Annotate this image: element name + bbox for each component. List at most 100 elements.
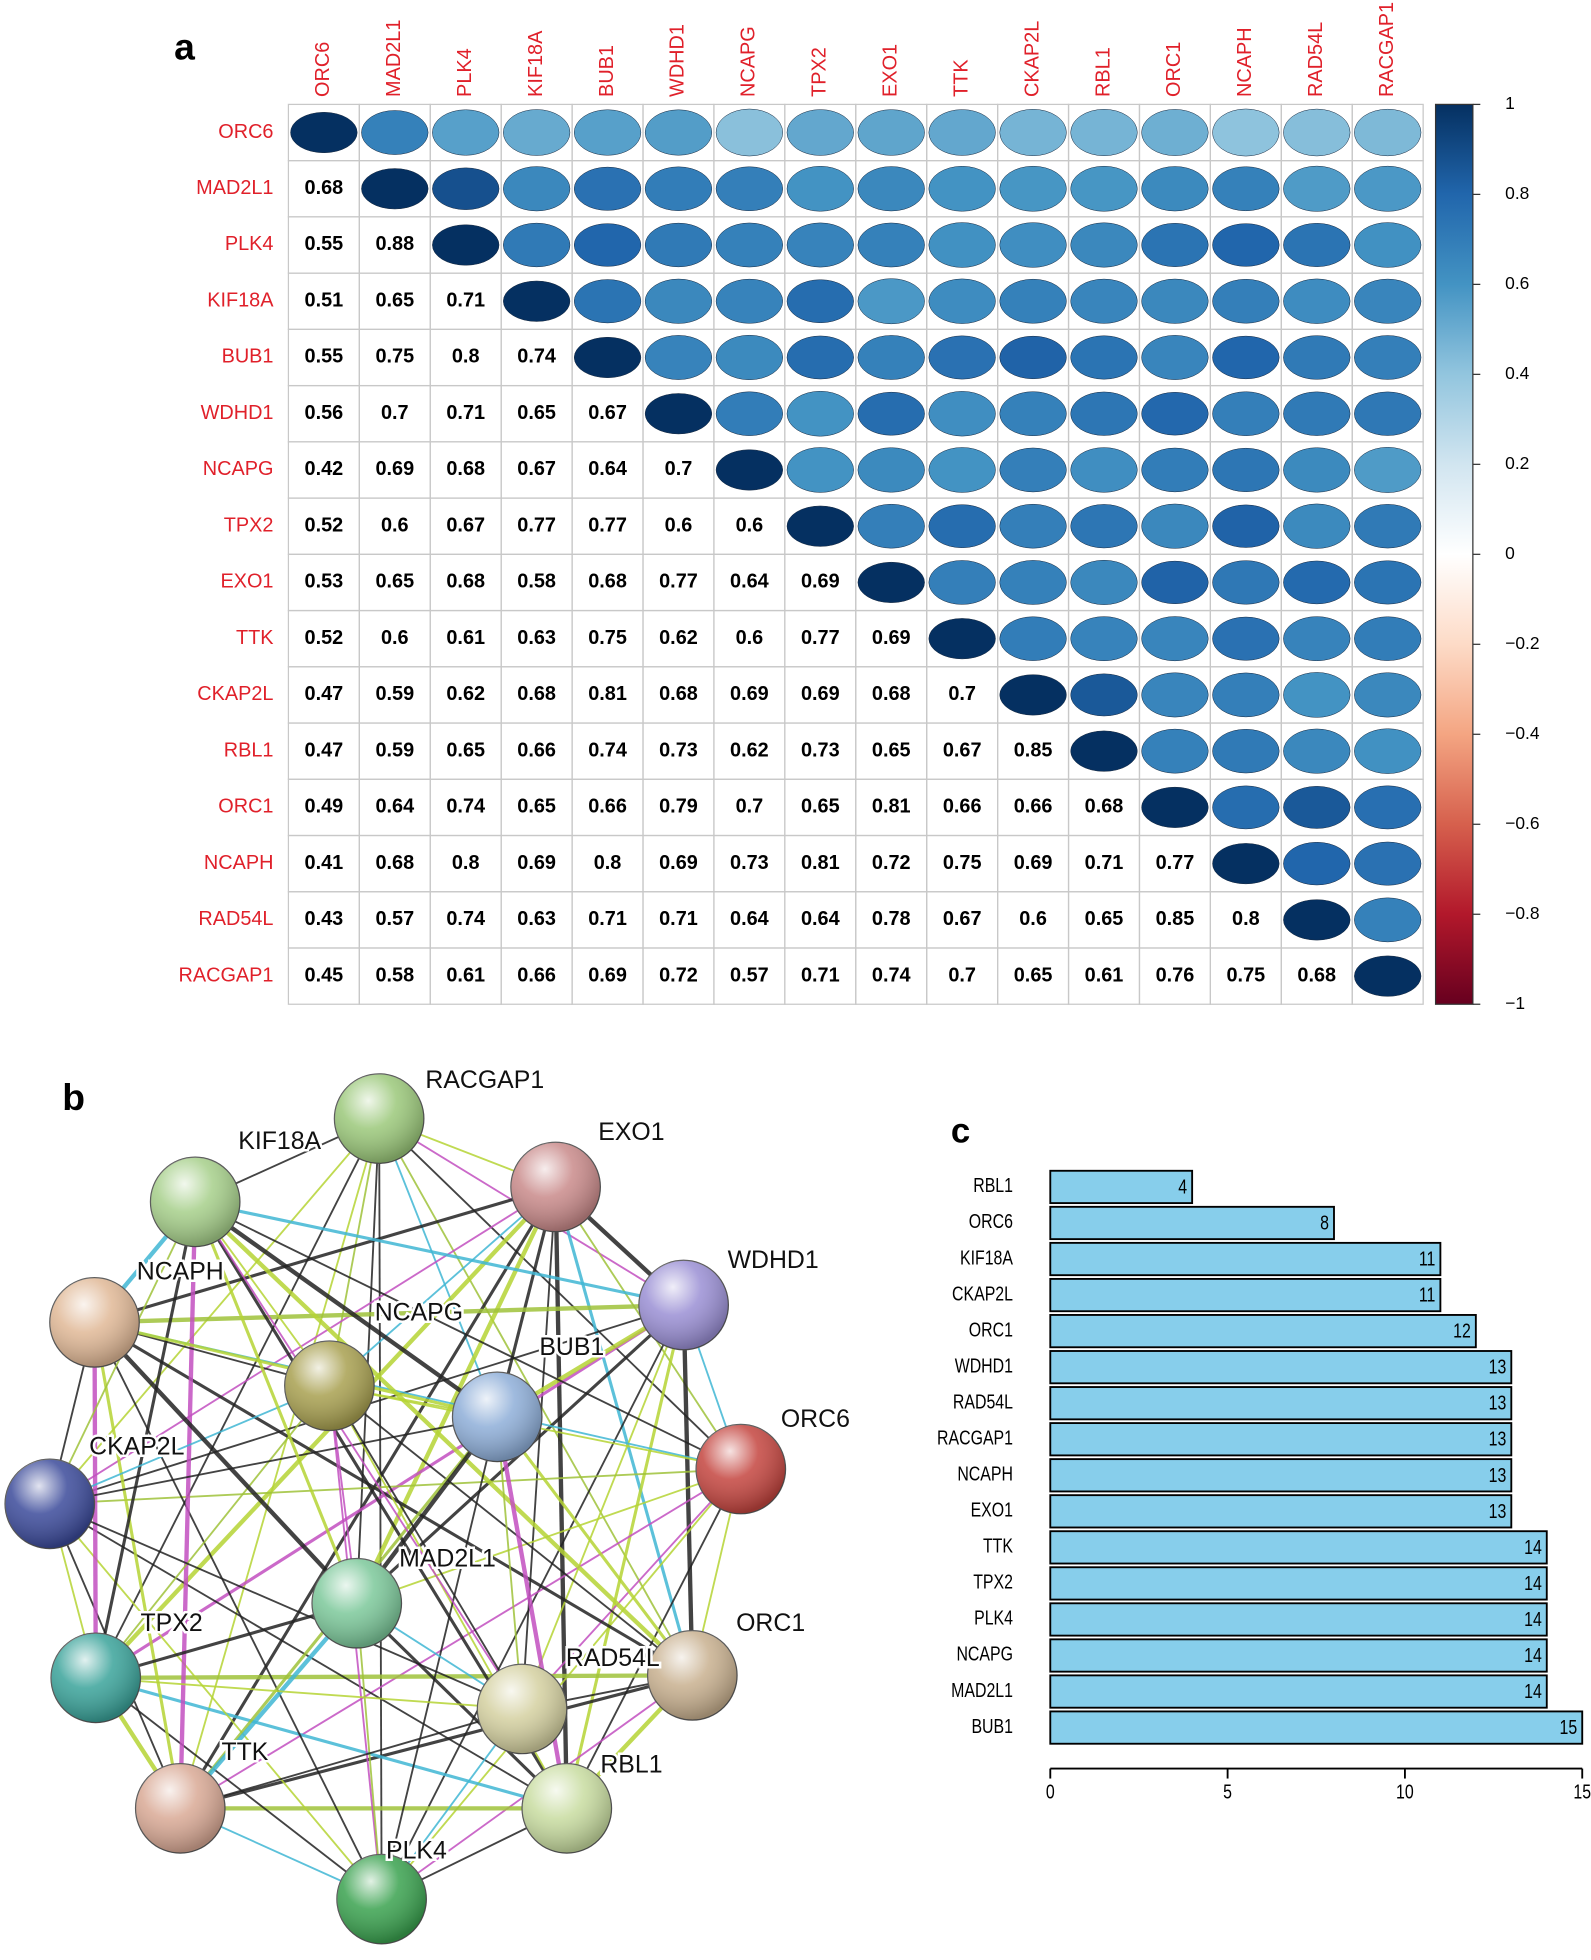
bar (1049, 1169, 1194, 1205)
category-label: RAD54L (953, 1391, 1013, 1413)
correlation-ellipse (786, 390, 854, 437)
column-label: NCAPG (738, 26, 760, 97)
correlation-ellipse (1283, 223, 1351, 267)
value-label: 0.49 (305, 796, 344, 818)
correlation-ellipse (786, 335, 854, 380)
value-label: 0.69 (730, 683, 769, 705)
value-label: 0.71 (446, 402, 485, 424)
value-label: 0.74 (446, 908, 485, 930)
correlation-ellipse (1212, 223, 1280, 267)
value-label: 0.62 (446, 683, 485, 705)
correlation-ellipse (1141, 503, 1209, 549)
row-label: ORC1 (218, 796, 273, 818)
category-label: EXO1 (971, 1499, 1013, 1521)
bar (1049, 1386, 1513, 1421)
correlation-ellipse (1283, 335, 1351, 380)
correlation-ellipse (1141, 392, 1209, 436)
correlation-ellipse (1354, 672, 1422, 718)
network-edge (180, 1708, 523, 1810)
value-label: 0.77 (801, 627, 840, 649)
network-edge (49, 1503, 523, 1710)
node-shine (647, 1630, 738, 1721)
network-edge (355, 1118, 381, 1604)
network-edge (328, 1385, 523, 1710)
correlation-ellipse (1354, 955, 1422, 997)
node-label: NCAPH (137, 1258, 224, 1285)
correlation-ellipse (715, 391, 783, 436)
node-label: EXO1 (598, 1119, 664, 1146)
value-label: 0.7 (948, 683, 976, 705)
row-label: PLK4 (225, 233, 274, 255)
category-label: RACGAP1 (937, 1427, 1013, 1449)
network-edge (95, 1676, 523, 1710)
row-label: RACGAP1 (178, 964, 273, 986)
value-label: 13 (1489, 1392, 1507, 1414)
correlation-ellipse (786, 109, 854, 156)
correlation-ellipse (1354, 391, 1422, 436)
bar (1049, 1205, 1335, 1241)
value-label: 0.62 (659, 627, 698, 649)
value-label: 0.51 (305, 289, 344, 311)
correlation-ellipse (1212, 843, 1280, 885)
row-label: RAD54L (198, 908, 273, 930)
correlation-ellipse (928, 618, 996, 660)
network-edge (193, 1201, 359, 1604)
category-label: PLK4 (974, 1607, 1013, 1629)
bar (1049, 1314, 1477, 1349)
value-label: 0.68 (305, 177, 344, 199)
bar (1049, 1674, 1548, 1709)
network-edge (565, 1304, 686, 1809)
value-label: 0.74 (517, 346, 556, 368)
correlation-ellipse (1283, 728, 1351, 774)
value-label: 0.66 (517, 739, 556, 761)
value-label: 0.58 (517, 571, 556, 593)
network-edge (380, 1304, 685, 1900)
value-label: 0.67 (588, 402, 627, 424)
value-label: 0.61 (1085, 964, 1124, 986)
correlation-ellipse (857, 561, 925, 603)
correlation-ellipse (857, 391, 925, 436)
colorbar-tick-label: 0 (1505, 543, 1515, 563)
value-label: 14 (1524, 1680, 1542, 1702)
correlation-ellipse (1141, 786, 1209, 828)
value-label: 0.53 (305, 571, 344, 593)
correlation-ellipse (361, 168, 429, 210)
node-shine (284, 1341, 375, 1431)
correlation-ellipse (928, 447, 996, 493)
category-label: BUB1 (971, 1715, 1013, 1737)
correlation-ellipse (290, 112, 358, 154)
colorbar-tick-label: −0.2 (1505, 633, 1539, 653)
colorbar-tick-label: 0.8 (1505, 183, 1529, 203)
value-label: 0.66 (1014, 796, 1053, 818)
network-edge (94, 1201, 197, 1679)
column-label: NCAPH (1234, 27, 1256, 97)
correlation-ellipse (857, 335, 925, 380)
value-label: 0.59 (375, 683, 414, 705)
correlation-ellipse (1283, 560, 1351, 605)
correlation-ellipse (1283, 447, 1351, 493)
node-label: MAD2L1 (399, 1545, 496, 1572)
category-label: MAD2L1 (951, 1679, 1013, 1701)
value-label: 0.57 (730, 964, 769, 986)
row-label: KIF18A (207, 289, 274, 311)
node-shine (150, 1157, 240, 1247)
value-label: 0.62 (730, 739, 769, 761)
colorbar-tick-label: 0.2 (1505, 453, 1529, 473)
network-edge (354, 1185, 558, 1605)
correlation-ellipse (1354, 108, 1422, 157)
correlation-ellipse (928, 335, 996, 380)
network-edge (495, 1415, 694, 1677)
node-shine (135, 1763, 226, 1854)
value-label: 0.69 (872, 627, 911, 649)
network-edge (179, 1673, 693, 1810)
value-label: 0.61 (446, 627, 485, 649)
value-label: 0.64 (801, 908, 840, 930)
category-label: ORC1 (969, 1319, 1013, 1341)
value-label: 14 (1524, 1536, 1542, 1558)
correlation-ellipse (644, 278, 713, 324)
correlation-ellipse (1354, 841, 1422, 886)
value-label: 0.6 (665, 514, 693, 536)
node-shine (510, 1142, 601, 1232)
correlation-ellipse (1212, 729, 1280, 774)
category-label: KIF18A (960, 1247, 1013, 1269)
